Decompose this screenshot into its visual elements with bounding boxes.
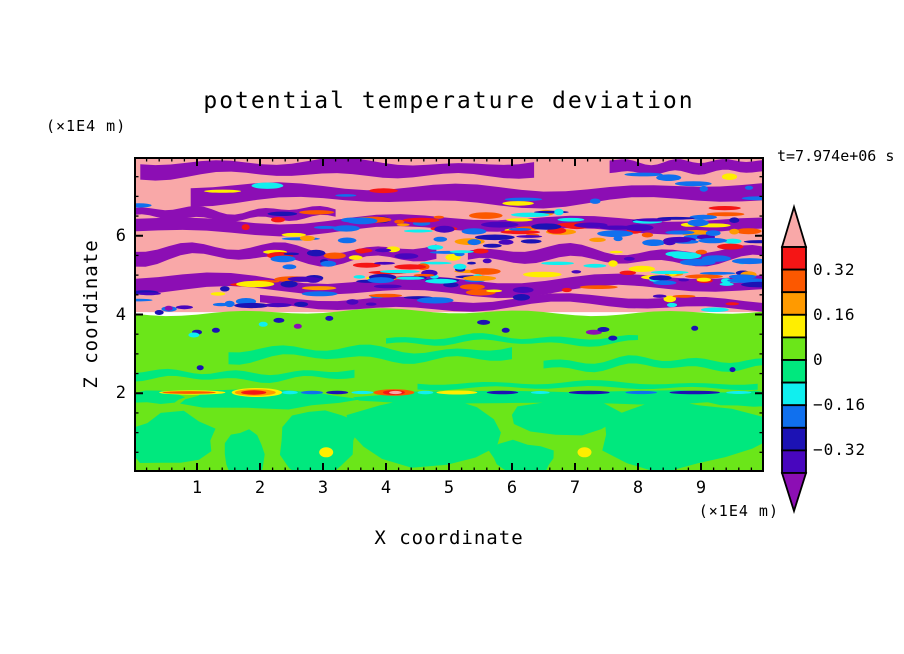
- colorbar-tick-label: −0.32: [813, 440, 867, 460]
- chart-title: potential temperature deviation: [203, 88, 695, 114]
- colorbar-tick-label: 0.16: [813, 304, 856, 324]
- x-tick-label: 4: [380, 478, 392, 498]
- colorbar-tick-label: 0: [813, 350, 824, 369]
- z-tick-label: 4: [115, 304, 126, 325]
- x-axis-title: X coordinate: [374, 527, 524, 549]
- z-tick-label: 2: [115, 383, 126, 404]
- x-tick-label: 7: [569, 478, 581, 498]
- contour-plot-area: [134, 157, 764, 472]
- x-tick-label: 6: [506, 478, 518, 498]
- colorbar: [780, 203, 808, 514]
- x-tick-label: 2: [254, 478, 266, 498]
- colorbar-tick-label: −0.16: [813, 395, 867, 415]
- colorbar-labels: 0.32 0.16 0 −0.16 −0.32: [813, 203, 901, 523]
- x-axis-unit-label: (×1E4 m): [698, 502, 779, 520]
- x-tick-label: 9: [695, 478, 707, 498]
- x-tick-label: 8: [632, 478, 644, 498]
- x-tick-label: 5: [443, 478, 455, 498]
- colorbar-tick-label: 0.32: [813, 259, 856, 279]
- x-tick-label: 3: [317, 478, 329, 498]
- z-axis-unit-label: (×1E4 m): [46, 117, 127, 135]
- x-tick-labels: 1 2 3 4 5 6 7 8 9: [134, 478, 764, 500]
- timestamp-label: t=7.974e+06 s: [777, 147, 895, 165]
- z-tick-labels: 2 4 6: [94, 157, 126, 472]
- x-tick-label: 1: [191, 478, 203, 498]
- z-tick-label: 6: [115, 225, 126, 246]
